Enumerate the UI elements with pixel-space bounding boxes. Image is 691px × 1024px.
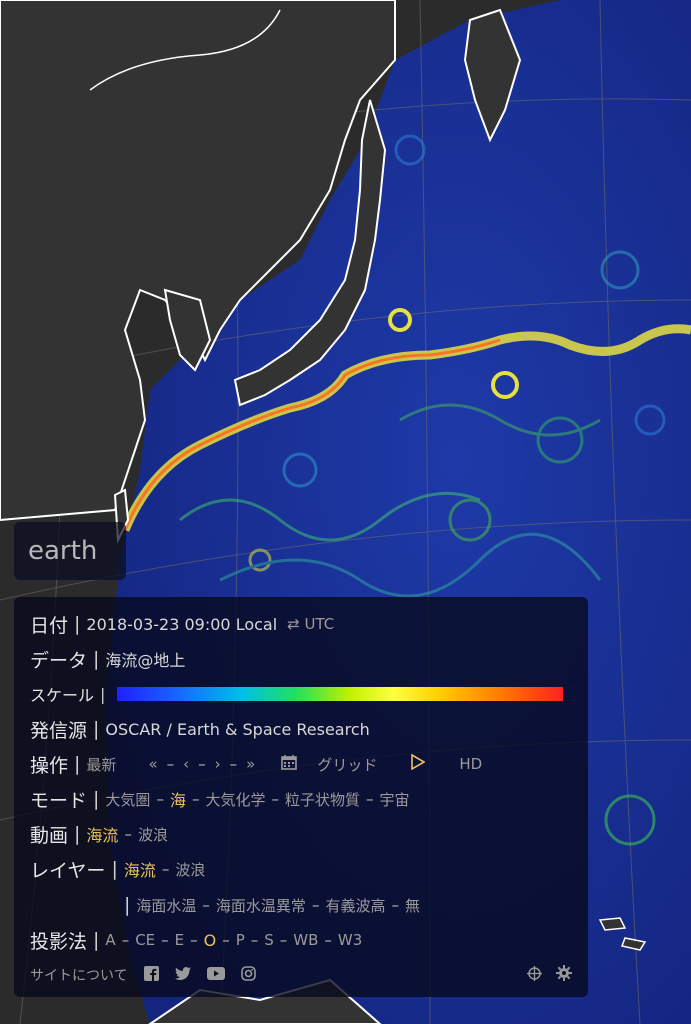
location-icon[interactable] <box>527 965 542 985</box>
data-value: 海流@地上 <box>105 651 186 670</box>
hd-toggle[interactable]: HD <box>459 755 483 773</box>
current-swirls <box>179 134 666 846</box>
back-step-button[interactable]: ‹ <box>183 755 190 773</box>
date-value[interactable]: 2018-03-23 09:00 Local <box>86 614 278 634</box>
control-row: 操作 | 最新 « – ‹ – › – » グリッド HD <box>30 749 482 779</box>
projection-p[interactable]: P <box>235 931 245 949</box>
projection-label: 投影法 <box>30 930 88 953</box>
panel-footer: サイトについて <box>30 963 572 987</box>
mode-row: モード | 大気圏 – 海 – 大気化学 – 粒子状物質 – 宇宙 <box>30 784 410 814</box>
projection-o[interactable]: O <box>203 930 217 950</box>
layer-none[interactable]: 無 <box>404 896 420 915</box>
mode-particulates[interactable]: 粒子状物質 <box>284 790 360 809</box>
projection-a[interactable]: A <box>105 931 116 949</box>
forward-day-button[interactable]: » <box>246 755 256 773</box>
control-panel: 日付 | 2018-03-23 09:00 Local ⇄ UTC データ | … <box>14 597 588 997</box>
about-link[interactable]: サイトについて <box>30 968 128 984</box>
calendar-icon[interactable] <box>281 754 298 774</box>
layer-currents[interactable]: 海流 <box>123 861 156 880</box>
korea-landmass <box>163 288 212 372</box>
projection-row: 投影法 | A – CE – E – O – P – S – WB – W3 <box>30 925 362 955</box>
mode-ocean[interactable]: 海 <box>169 791 186 810</box>
mode-label: モード <box>30 789 88 812</box>
gear-icon[interactable] <box>556 965 572 985</box>
color-scale-bar[interactable] <box>117 687 564 701</box>
layer-row-2: | 海面水温 – 海面水温異常 – 有義波高 – 無 <box>124 894 420 916</box>
back-day-button[interactable]: « <box>148 755 158 773</box>
control-label: 操作 <box>30 754 69 777</box>
mode-chemistry[interactable]: 大気化学 <box>205 790 266 809</box>
layer-ssta[interactable]: 海面水温異常 <box>215 896 306 915</box>
projection-ce[interactable]: CE <box>135 931 156 949</box>
layer-wave-height[interactable]: 有義波高 <box>325 896 386 915</box>
scale-label: スケール <box>30 686 95 705</box>
projection-s[interactable]: S <box>264 931 274 949</box>
source-label: 発信源 <box>30 719 88 742</box>
date-label: 日付 <box>30 614 69 637</box>
latest-button[interactable]: 最新 <box>86 755 117 774</box>
asia-landmass <box>0 0 396 522</box>
layer-row: レイヤー | 海流 – 波浪 <box>30 854 205 884</box>
facebook-icon[interactable] <box>143 965 159 985</box>
twitter-icon[interactable] <box>174 966 191 984</box>
forward-step-button[interactable]: › <box>214 755 221 773</box>
sakhalin-landmass <box>463 8 522 143</box>
animation-currents[interactable]: 海流 <box>86 826 119 845</box>
youtube-icon[interactable] <box>206 966 225 984</box>
date-row: 日付 | 2018-03-23 09:00 Local ⇄ UTC <box>30 609 334 639</box>
play-icon[interactable] <box>411 753 426 774</box>
layer-waves[interactable]: 波浪 <box>175 860 206 879</box>
source-row: 発信源 | OSCAR / Earth & Space Research <box>30 714 370 744</box>
layer-sst[interactable]: 海面水温 <box>136 896 197 915</box>
mode-space[interactable]: 宇宙 <box>379 790 410 809</box>
utc-toggle[interactable]: ⇄ UTC <box>287 615 335 633</box>
mode-atmosphere[interactable]: 大気圏 <box>105 790 151 809</box>
instagram-icon[interactable] <box>240 965 256 985</box>
data-label: データ <box>30 649 88 672</box>
projection-e[interactable]: E <box>174 931 185 949</box>
animation-waves[interactable]: 波浪 <box>137 825 168 844</box>
projection-w3[interactable]: W3 <box>337 931 363 949</box>
earth-menu-button[interactable]: earth <box>14 522 126 580</box>
projection-wb[interactable]: WB <box>293 931 319 949</box>
data-row: データ | 海流@地上 <box>30 644 185 674</box>
layer-label: レイヤー <box>30 859 106 882</box>
animation-row: 動画 | 海流 – 波浪 <box>30 819 168 849</box>
scale-row: スケール | <box>30 679 564 709</box>
grid-toggle[interactable]: グリッド <box>317 755 378 774</box>
animation-label: 動画 <box>30 824 69 847</box>
source-value: OSCAR / Earth & Space Research <box>105 719 370 739</box>
japan-landmass <box>233 99 387 407</box>
